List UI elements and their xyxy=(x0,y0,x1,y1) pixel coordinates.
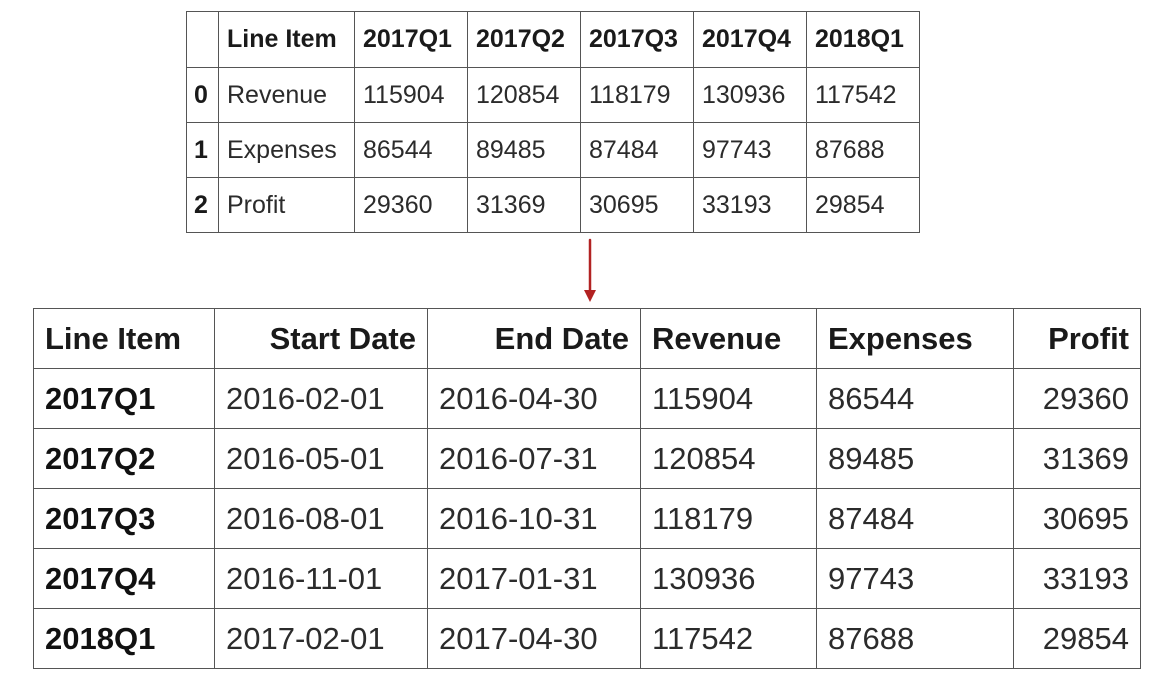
row-label: 2017Q4 xyxy=(33,548,215,609)
table-cell: 86544 xyxy=(354,122,468,178)
table-cell: Expenses xyxy=(218,122,355,178)
column-header: Expenses xyxy=(816,308,1014,369)
table-cell: 29360 xyxy=(354,177,468,233)
table-row: 2018Q1 2017-02-01 2017-04-30 117542 8768… xyxy=(33,608,1141,669)
table-cell: 89485 xyxy=(467,122,581,178)
table-row: 2017Q1 2016-02-01 2016-04-30 115904 8654… xyxy=(33,368,1141,429)
column-header: 2017Q2 xyxy=(467,11,581,68)
table-cell: 2017-02-01 xyxy=(214,608,428,669)
table-cell: 33193 xyxy=(1013,548,1141,609)
table-cell: 115904 xyxy=(354,67,468,123)
column-header: 2017Q4 xyxy=(693,11,807,68)
table-header-row: Line Item Start Date End Date Revenue Ex… xyxy=(33,308,1141,369)
table-row: 0 Revenue 115904 120854 118179 130936 11… xyxy=(186,67,920,123)
table-cell: 2016-02-01 xyxy=(214,368,428,429)
table-cell: 31369 xyxy=(467,177,581,233)
table-cell: 115904 xyxy=(640,368,817,429)
table-cell: 118179 xyxy=(640,488,817,549)
table-cell: 87484 xyxy=(816,488,1014,549)
row-label: 2017Q1 xyxy=(33,368,215,429)
table-row: 2017Q2 2016-05-01 2016-07-31 120854 8948… xyxy=(33,428,1141,489)
table-cell: 2016-07-31 xyxy=(427,428,641,489)
table-cell: 87688 xyxy=(816,608,1014,669)
table-cell: 97743 xyxy=(816,548,1014,609)
table-cell: 29854 xyxy=(806,177,920,233)
row-label: 2017Q3 xyxy=(33,488,215,549)
table-cell: 117542 xyxy=(806,67,920,123)
index-header xyxy=(186,11,219,68)
down-arrow-icon xyxy=(584,238,596,302)
row-label: 2017Q2 xyxy=(33,428,215,489)
column-header: Line Item xyxy=(218,11,355,68)
table-cell: 120854 xyxy=(467,67,581,123)
table-row: 2017Q3 2016-08-01 2016-10-31 118179 8748… xyxy=(33,488,1141,549)
column-header: 2017Q1 xyxy=(354,11,468,68)
table-row: 1 Expenses 86544 89485 87484 97743 87688 xyxy=(186,122,920,178)
table-cell: 120854 xyxy=(640,428,817,489)
column-header: Line Item xyxy=(33,308,215,369)
table-cell: 2017-01-31 xyxy=(427,548,641,609)
table-cell: 29854 xyxy=(1013,608,1141,669)
table-cell: 87688 xyxy=(806,122,920,178)
table-cell: 89485 xyxy=(816,428,1014,489)
row-index: 0 xyxy=(186,67,219,123)
row-label: 2018Q1 xyxy=(33,608,215,669)
table-cell: 86544 xyxy=(816,368,1014,429)
column-header: Revenue xyxy=(640,308,817,369)
table-cell: 2016-04-30 xyxy=(427,368,641,429)
table-cell: 2017-04-30 xyxy=(427,608,641,669)
table-cell: 97743 xyxy=(693,122,807,178)
column-header: Profit xyxy=(1013,308,1141,369)
table-cell: Profit xyxy=(218,177,355,233)
column-header: 2018Q1 xyxy=(806,11,920,68)
table-cell: 2016-05-01 xyxy=(214,428,428,489)
table-cell: 130936 xyxy=(693,67,807,123)
table-cell: 118179 xyxy=(580,67,694,123)
table-cell: Revenue xyxy=(218,67,355,123)
table-cell: 2016-11-01 xyxy=(214,548,428,609)
table-header-row: Line Item 2017Q1 2017Q2 2017Q3 2017Q4 20… xyxy=(186,11,920,68)
column-header: End Date xyxy=(427,308,641,369)
long-format-table: Line Item Start Date End Date Revenue Ex… xyxy=(33,308,1141,669)
table-cell: 117542 xyxy=(640,608,817,669)
column-header: Start Date xyxy=(214,308,428,369)
table-cell: 130936 xyxy=(640,548,817,609)
wide-format-table: Line Item 2017Q1 2017Q2 2017Q3 2017Q4 20… xyxy=(186,11,920,233)
table-cell: 30695 xyxy=(580,177,694,233)
table-cell: 87484 xyxy=(580,122,694,178)
table-row: 2 Profit 29360 31369 30695 33193 29854 xyxy=(186,177,920,233)
table-row: 2017Q4 2016-11-01 2017-01-31 130936 9774… xyxy=(33,548,1141,609)
table-cell: 29360 xyxy=(1013,368,1141,429)
table-cell: 2016-10-31 xyxy=(427,488,641,549)
table-cell: 30695 xyxy=(1013,488,1141,549)
row-index: 1 xyxy=(186,122,219,178)
table-cell: 33193 xyxy=(693,177,807,233)
row-index: 2 xyxy=(186,177,219,233)
table-cell: 2016-08-01 xyxy=(214,488,428,549)
column-header: 2017Q3 xyxy=(580,11,694,68)
table-cell: 31369 xyxy=(1013,428,1141,489)
